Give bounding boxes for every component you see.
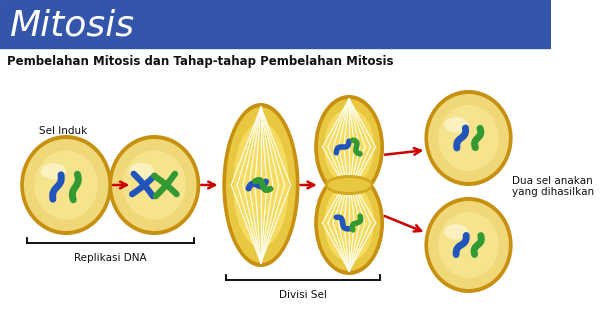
Ellipse shape — [34, 151, 98, 220]
Ellipse shape — [428, 201, 509, 289]
Ellipse shape — [428, 94, 509, 182]
Ellipse shape — [233, 123, 289, 247]
Text: Pembelahan Mitosis dan Tahap-tahap Pembelahan Mitosis: Pembelahan Mitosis dan Tahap-tahap Pembe… — [7, 55, 394, 68]
Ellipse shape — [41, 163, 66, 179]
Text: Replikasi DNA: Replikasi DNA — [74, 253, 146, 263]
Text: Divisi Sel: Divisi Sel — [279, 290, 327, 300]
Ellipse shape — [438, 212, 499, 278]
Ellipse shape — [226, 107, 296, 263]
Ellipse shape — [424, 197, 512, 293]
Text: Sel Induk: Sel Induk — [38, 126, 87, 136]
Ellipse shape — [129, 163, 154, 179]
Ellipse shape — [424, 90, 512, 186]
Text: Mitosis: Mitosis — [9, 9, 134, 43]
Text: Dua sel anakan
yang dihasilkan: Dua sel anakan yang dihasilkan — [512, 176, 594, 197]
Ellipse shape — [324, 185, 374, 261]
Ellipse shape — [109, 135, 200, 235]
Ellipse shape — [314, 95, 384, 199]
Ellipse shape — [318, 99, 380, 195]
Ellipse shape — [324, 109, 374, 186]
Ellipse shape — [438, 105, 499, 171]
Bar — [0, 0, 551, 48]
Ellipse shape — [112, 139, 197, 231]
Ellipse shape — [122, 151, 186, 220]
Ellipse shape — [314, 171, 384, 275]
Ellipse shape — [325, 175, 373, 195]
Ellipse shape — [20, 135, 112, 235]
Ellipse shape — [444, 224, 469, 239]
Ellipse shape — [223, 103, 299, 267]
Ellipse shape — [24, 139, 109, 231]
Ellipse shape — [444, 117, 469, 133]
Ellipse shape — [318, 175, 380, 271]
Ellipse shape — [328, 178, 370, 192]
